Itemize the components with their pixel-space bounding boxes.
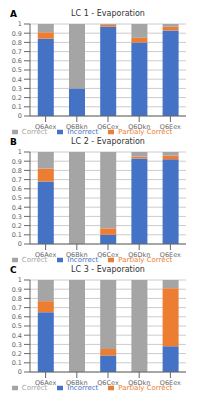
svg-text:Q6Dkn: Q6Dkn [128, 379, 150, 387]
svg-text:Q6Dkn: Q6Dkn [128, 251, 150, 259]
svg-text:Q6Cex: Q6Cex [97, 379, 119, 387]
svg-text:0.1: 0.1 [12, 103, 22, 111]
svg-text:1: 1 [18, 20, 22, 28]
svg-text:0.5: 0.5 [12, 66, 22, 74]
svg-text:0.4: 0.4 [12, 204, 22, 212]
svg-text:0.3: 0.3 [12, 85, 22, 93]
svg-text:0.2: 0.2 [12, 222, 22, 230]
svg-text:0.4: 0.4 [12, 76, 22, 84]
svg-text:Q6Aex: Q6Aex [35, 379, 56, 387]
svg-text:0: 0 [18, 368, 22, 376]
svg-text:Q6Dkn: Q6Dkn [128, 123, 150, 131]
svg-text:0.7: 0.7 [12, 304, 22, 312]
svg-text:0.4: 0.4 [12, 332, 22, 340]
svg-text:Q6Bkn: Q6Bkn [66, 251, 88, 259]
svg-text:0.2: 0.2 [12, 94, 22, 102]
svg-text:Q6Eex: Q6Eex [160, 379, 181, 387]
svg-text:Q6Bkn: Q6Bkn [66, 123, 88, 131]
svg-text:0.1: 0.1 [12, 231, 22, 239]
svg-text:Q6Aex: Q6Aex [35, 251, 56, 259]
svg-text:0: 0 [18, 112, 22, 120]
svg-text:Q6Bkn: Q6Bkn [66, 379, 88, 387]
svg-text:Q6Eex: Q6Eex [160, 251, 181, 259]
svg-text:0.7: 0.7 [12, 48, 22, 56]
svg-text:0.8: 0.8 [12, 295, 22, 303]
svg-text:0.8: 0.8 [12, 167, 22, 175]
svg-text:0.6: 0.6 [12, 313, 22, 321]
svg-text:0.6: 0.6 [12, 57, 22, 65]
svg-text:0.9: 0.9 [12, 286, 22, 294]
svg-text:Q6Cex: Q6Cex [97, 251, 119, 259]
svg-text:0.9: 0.9 [12, 158, 22, 166]
svg-text:Q6Cex: Q6Cex [97, 123, 119, 131]
svg-text:0.5: 0.5 [12, 194, 22, 202]
svg-text:0.7: 0.7 [12, 176, 22, 184]
svg-text:Q6Aex: Q6Aex [35, 123, 56, 131]
svg-text:0.6: 0.6 [12, 185, 22, 193]
svg-text:0: 0 [18, 240, 22, 248]
svg-text:Q6Eex: Q6Eex [160, 123, 181, 131]
svg-text:0.9: 0.9 [12, 30, 22, 38]
svg-text:1: 1 [18, 148, 22, 156]
svg-text:0.3: 0.3 [12, 341, 22, 349]
svg-text:0.2: 0.2 [12, 350, 22, 358]
svg-text:0.1: 0.1 [12, 359, 22, 367]
svg-text:1: 1 [18, 276, 22, 284]
svg-text:0.8: 0.8 [12, 39, 22, 47]
svg-text:0.5: 0.5 [12, 322, 22, 330]
svg-text:0.3: 0.3 [12, 213, 22, 221]
